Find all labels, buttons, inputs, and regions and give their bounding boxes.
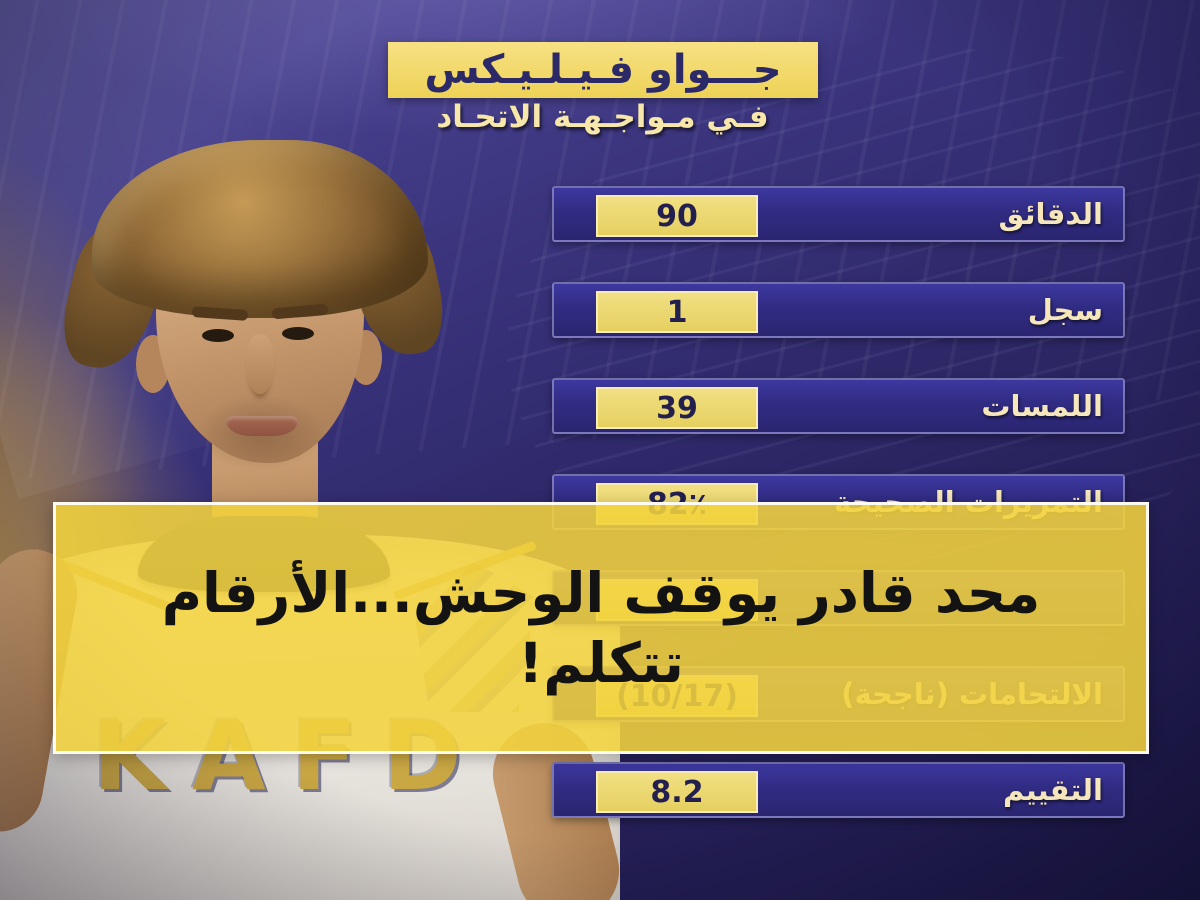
page-subtitle: فـي مـواجـهـة الاتحـاد <box>436 99 769 135</box>
stat-value: 39 <box>596 387 758 429</box>
stat-row-rating: 8.2 التقييم <box>552 762 1125 818</box>
stat-label: الدقائق <box>998 197 1104 231</box>
stat-value: 1 <box>596 291 758 333</box>
stat-label: سجل <box>1027 293 1103 327</box>
stat-label: اللمسات <box>981 389 1103 423</box>
stat-row-touches: 39 اللمسات <box>552 378 1125 434</box>
stat-row-minutes: 90 الدقائق <box>552 186 1125 242</box>
player-hair <box>92 140 428 318</box>
stat-label: التقييم <box>1003 773 1103 807</box>
player-eye <box>202 329 234 342</box>
page-title: جـــواو فـيـلـيـكس <box>388 42 818 98</box>
player-nose <box>246 334 274 394</box>
player-eye <box>282 327 314 340</box>
stat-row-goals: 1 سجل <box>552 282 1125 338</box>
stat-value: 90 <box>596 195 758 237</box>
stat-value: 8.2 <box>596 771 758 813</box>
caption-line-1: محد قادر يوقف الوحش...الأرقام <box>161 560 1041 625</box>
caption-line-2: تتكلم! <box>518 631 684 695</box>
player-mouth <box>226 416 298 436</box>
caption-banner: محد قادر يوقف الوحش...الأرقام تتكلم! <box>53 502 1149 754</box>
